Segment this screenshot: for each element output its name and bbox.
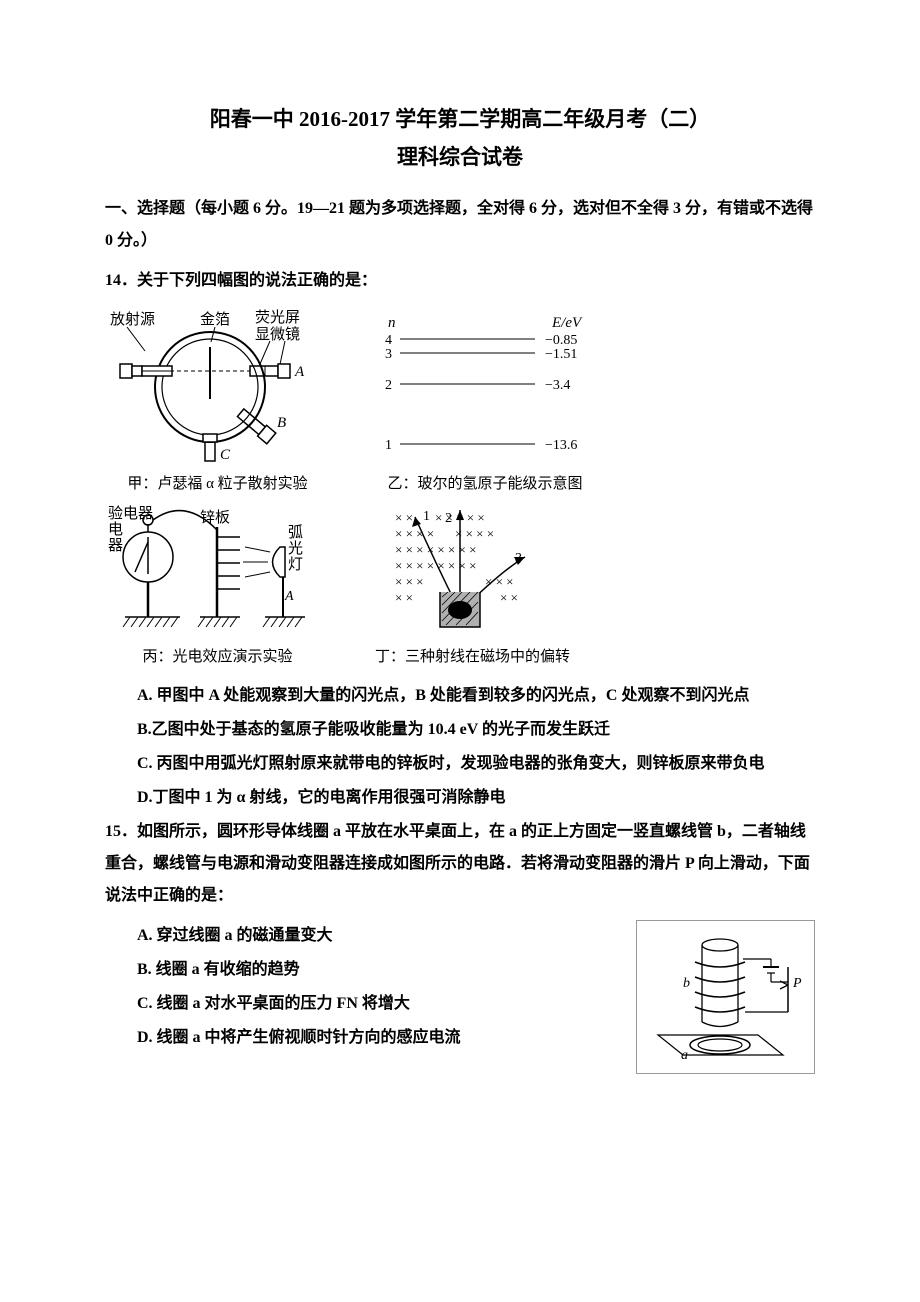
svg-text:A: A — [284, 589, 294, 604]
svg-text:× ×: × × — [500, 590, 518, 605]
figC-caption: 丙：光电效应演示实验 — [105, 646, 330, 669]
fig-d: × ×× × × × × × × × ×× × × × × × × × × × … — [360, 502, 585, 669]
figB-caption: 乙：玻尔的氢原子能级示意图 — [360, 473, 610, 496]
axis-n: n — [388, 315, 396, 331]
svg-text:× × × × × × × ×: × × × × × × × × — [395, 558, 476, 573]
svg-text:弧: 弧 — [288, 524, 303, 541]
svg-text:−1.51: −1.51 — [545, 347, 577, 362]
label-src: 放射源 — [110, 311, 155, 328]
figA-caption: 甲：卢瑟福 α 粒子散射实验 — [105, 473, 330, 496]
svg-text:光: 光 — [288, 540, 303, 557]
q15-figure: a b P — [636, 920, 815, 1074]
svg-text:× × ×: × × × — [395, 574, 424, 589]
svg-text:器: 器 — [108, 538, 123, 554]
svg-text:× ×: × × — [395, 510, 413, 525]
section-instructions: 一、选择题（每小题 6 分。19—21 题为多项选择题，全对得 6 分，选对但不… — [105, 193, 815, 257]
q14-opt-c: C. 丙图中用弧光灯照射原来就带电的锌板时，发现验电器的张角变大，则锌板原来带负… — [105, 748, 815, 780]
label-A: A — [294, 364, 305, 380]
exam-title-1: 阳春一中 2016-2017 学年第二学期高二年级月考（二） — [105, 104, 815, 136]
svg-text:−3.4: −3.4 — [545, 378, 570, 393]
fig-c: 验电器 电 器 锌板 弧 光 灯 A 丙：光电效应演示实验 — [105, 502, 330, 669]
svg-text:2: 2 — [445, 511, 452, 526]
q14-figures: 放射源 金箔 荧光屏 显微镜 A B C 甲：卢瑟福 α 粒子散射实验 n E/… — [105, 309, 815, 668]
axis-E: E/eV — [551, 315, 583, 331]
label-micro: 显微镜 — [255, 325, 300, 343]
svg-text:锌板: 锌板 — [200, 508, 230, 526]
q15-opt-b: B. 线圈 a 有收缩的趋势 — [105, 954, 616, 986]
svg-text:b: b — [683, 976, 690, 991]
q14-opt-b: B.乙图中处于基态的氢原子能吸收能量为 10.4 eV 的光子而发生跃迁 — [105, 714, 815, 746]
svg-text:1: 1 — [385, 438, 392, 453]
svg-text:× × × ×: × × × × — [455, 526, 494, 541]
svg-text:−13.6: −13.6 — [545, 438, 577, 453]
svg-text:a: a — [681, 1048, 688, 1063]
label-C: C — [220, 447, 231, 463]
svg-text:× ×: × × — [395, 590, 413, 605]
svg-text:4: 4 — [385, 333, 392, 348]
svg-text:灯: 灯 — [288, 556, 303, 573]
svg-text:2: 2 — [385, 378, 392, 393]
q14-opt-a: A. 甲图中 A 处能观察到大量的闪光点，B 处能看到较多的闪光点，C 处观察不… — [105, 680, 815, 712]
q15-opt-d: D. 线圈 a 中将产生俯视顺时针方向的感应电流 — [105, 1022, 616, 1054]
fig-a: 放射源 金箔 荧光屏 显微镜 A B C 甲：卢瑟福 α 粒子散射实验 — [105, 309, 330, 496]
label-screen: 荧光屏 — [255, 309, 300, 326]
svg-text:−0.85: −0.85 — [545, 333, 577, 348]
q15-opt-c: C. 线圈 a 对水平桌面的压力 FN 将增大 — [105, 988, 616, 1020]
q14-stem: 14．关于下列四幅图的说法正确的是： — [105, 265, 815, 297]
svg-text:× × × × × × × ×: × × × × × × × × — [395, 542, 476, 557]
label-foil: 金箔 — [200, 311, 230, 328]
figD-caption: 丁：三种射线在磁场中的偏转 — [360, 646, 585, 669]
q15-stem: 15．如图所示，圆环形导体线圈 a 平放在水平桌面上，在 a 的正上方固定一竖直… — [105, 816, 815, 912]
svg-text:P: P — [792, 976, 802, 991]
svg-text:验电器: 验电器 — [108, 505, 153, 522]
svg-text:× × × ×: × × × × — [395, 526, 434, 541]
svg-text:3: 3 — [385, 347, 392, 362]
exam-title-2: 理科综合试卷 — [105, 142, 815, 174]
svg-text:1: 1 — [423, 509, 430, 524]
q15-opt-a: A. 穿过线圈 a 的磁通量变大 — [105, 920, 616, 952]
svg-text:电: 电 — [108, 521, 123, 538]
fig-b: n E/eV 4 −0.85 3 −1.51 2 −3.4 1 −13.6 乙：… — [360, 309, 610, 496]
q14-opt-d: D.丁图中 1 为 α 射线，它的电离作用很强可消除静电 — [105, 782, 815, 814]
label-B: B — [277, 415, 286, 431]
